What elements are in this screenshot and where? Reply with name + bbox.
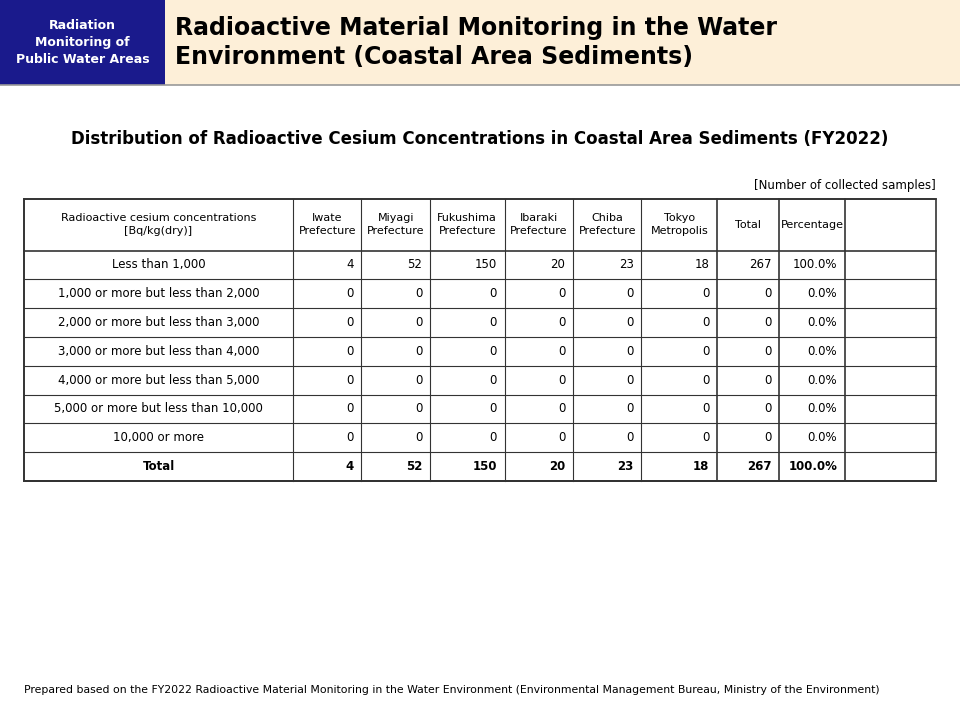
Text: 20: 20	[550, 258, 565, 271]
Text: 23: 23	[619, 258, 634, 271]
Text: 52: 52	[406, 460, 422, 473]
Text: 0: 0	[347, 374, 353, 387]
Text: 267: 267	[749, 258, 772, 271]
Text: Total: Total	[142, 460, 175, 473]
Text: 23: 23	[617, 460, 634, 473]
Text: 4: 4	[347, 258, 353, 271]
Text: 150: 150	[474, 258, 497, 271]
Text: 0: 0	[490, 431, 497, 444]
Text: Less than 1,000: Less than 1,000	[111, 258, 205, 271]
Text: 0: 0	[490, 345, 497, 358]
Text: 0: 0	[347, 287, 353, 300]
Text: 0: 0	[490, 316, 497, 329]
Text: Total: Total	[735, 220, 761, 230]
Text: 0: 0	[490, 374, 497, 387]
Text: 0: 0	[415, 374, 422, 387]
Text: Fukushima
Prefecture: Fukushima Prefecture	[438, 213, 497, 236]
Text: 0: 0	[558, 287, 565, 300]
Text: 0: 0	[347, 431, 353, 444]
Text: 0: 0	[558, 374, 565, 387]
Text: [Number of collected samples]: [Number of collected samples]	[755, 179, 936, 192]
Text: 0: 0	[415, 316, 422, 329]
Text: 0: 0	[764, 402, 772, 415]
Text: Chiba
Prefecture: Chiba Prefecture	[579, 213, 636, 236]
Text: 1,000 or more but less than 2,000: 1,000 or more but less than 2,000	[58, 287, 259, 300]
Text: 0.0%: 0.0%	[807, 374, 837, 387]
Text: 0: 0	[764, 431, 772, 444]
Text: 0: 0	[764, 316, 772, 329]
Text: 2,000 or more but less than 3,000: 2,000 or more but less than 3,000	[58, 316, 259, 329]
Text: Radiation
Monitoring of
Public Water Areas: Radiation Monitoring of Public Water Are…	[15, 19, 150, 66]
Text: 0: 0	[626, 402, 634, 415]
Text: 3,000 or more but less than 4,000: 3,000 or more but less than 4,000	[58, 345, 259, 358]
Text: 267: 267	[747, 460, 772, 473]
Text: Percentage: Percentage	[780, 220, 844, 230]
Text: 0.0%: 0.0%	[807, 345, 837, 358]
Text: Ibaraki
Prefecture: Ibaraki Prefecture	[510, 213, 567, 236]
Text: 100.0%: 100.0%	[788, 460, 837, 473]
Text: 18: 18	[693, 460, 709, 473]
Text: Distribution of Radioactive Cesium Concentrations in Coastal Area Sediments (FY2: Distribution of Radioactive Cesium Conce…	[71, 130, 889, 148]
Text: 0: 0	[702, 402, 709, 415]
Text: 0: 0	[764, 374, 772, 387]
Text: 0: 0	[490, 287, 497, 300]
Text: 0: 0	[626, 374, 634, 387]
Text: 0: 0	[415, 287, 422, 300]
Text: 0: 0	[347, 345, 353, 358]
Text: 0.0%: 0.0%	[807, 287, 837, 300]
Text: 0: 0	[626, 345, 634, 358]
Text: 0: 0	[415, 431, 422, 444]
Text: 4: 4	[346, 460, 353, 473]
Text: 0: 0	[702, 287, 709, 300]
Text: 0: 0	[626, 431, 634, 444]
Text: 0: 0	[702, 316, 709, 329]
Text: 0: 0	[702, 431, 709, 444]
Text: Iwate
Prefecture: Iwate Prefecture	[299, 213, 356, 236]
Text: 0: 0	[626, 287, 634, 300]
Text: 0: 0	[558, 316, 565, 329]
Text: 5,000 or more but less than 10,000: 5,000 or more but less than 10,000	[54, 402, 263, 415]
Text: 0: 0	[764, 287, 772, 300]
Text: Radioactive cesium concentrations
[Bq/kg(dry)]: Radioactive cesium concentrations [Bq/kg…	[60, 213, 256, 236]
Text: Radioactive Material Monitoring in the Water
Environment (Coastal Area Sediments: Radioactive Material Monitoring in the W…	[175, 16, 777, 69]
Text: 0: 0	[558, 345, 565, 358]
Text: 18: 18	[695, 258, 709, 271]
Text: 0: 0	[415, 402, 422, 415]
Text: 0.0%: 0.0%	[807, 431, 837, 444]
Text: 0: 0	[347, 402, 353, 415]
Text: 150: 150	[472, 460, 497, 473]
Text: 0: 0	[702, 374, 709, 387]
Text: 0: 0	[558, 402, 565, 415]
Text: Tokyo
Metropolis: Tokyo Metropolis	[650, 213, 708, 236]
Text: 0: 0	[347, 316, 353, 329]
Text: 52: 52	[407, 258, 422, 271]
Text: 20: 20	[549, 460, 565, 473]
Text: Prepared based on the FY2022 Radioactive Material Monitoring in the Water Enviro: Prepared based on the FY2022 Radioactive…	[24, 685, 879, 695]
Text: 0.0%: 0.0%	[807, 402, 837, 415]
Text: 0: 0	[490, 402, 497, 415]
Text: 0: 0	[415, 345, 422, 358]
Text: 100.0%: 100.0%	[793, 258, 837, 271]
Text: 0: 0	[626, 316, 634, 329]
Text: 0: 0	[558, 431, 565, 444]
Text: 10,000 or more: 10,000 or more	[113, 431, 204, 444]
Text: Miyagi
Prefecture: Miyagi Prefecture	[367, 213, 424, 236]
Text: 0.0%: 0.0%	[807, 316, 837, 329]
Text: 4,000 or more but less than 5,000: 4,000 or more but less than 5,000	[58, 374, 259, 387]
Text: 0: 0	[764, 345, 772, 358]
Text: 0: 0	[702, 345, 709, 358]
